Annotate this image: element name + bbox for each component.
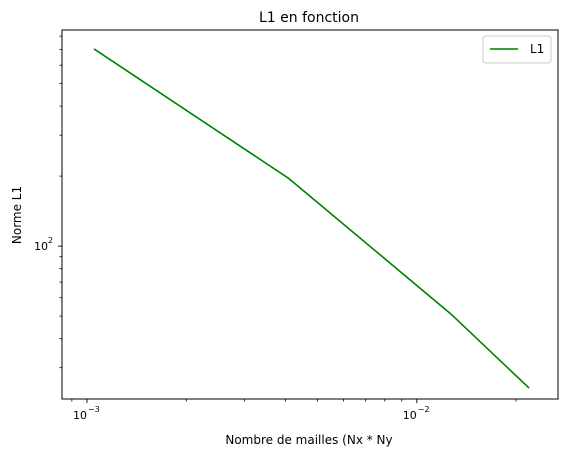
- x-tick-label-exponent: −3: [88, 405, 100, 414]
- minor-ticks: [59, 35, 517, 402]
- chart-title: L1 en fonction: [259, 10, 359, 26]
- x-tick-label: 10: [403, 409, 417, 422]
- y-tick-label: 10: [34, 240, 48, 253]
- y-tick-label-exponent: 2: [48, 236, 53, 245]
- series-line-l1: [93, 48, 530, 389]
- y-axis-label: Norme L1: [10, 186, 24, 244]
- series-layer: [93, 48, 530, 389]
- legend: L1: [482, 35, 552, 64]
- major-ticks: 10 −3 10 −210 2: [34, 236, 430, 422]
- x-tick-label-exponent: −2: [418, 405, 430, 414]
- plot-frame: [61, 29, 559, 400]
- x-tick-label: 10: [73, 409, 87, 422]
- x-axis-label: Nombre de mailles (Nx * Ny: [225, 433, 392, 447]
- legend-label-l1: L1: [530, 42, 544, 56]
